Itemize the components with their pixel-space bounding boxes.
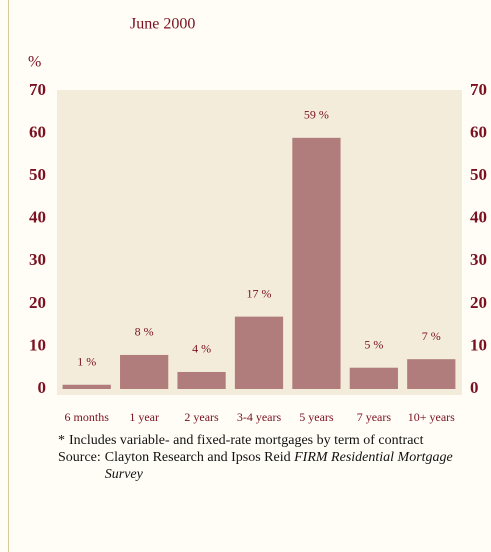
y-tick-label: 50	[29, 165, 46, 184]
x-tick-label: 1 year	[129, 410, 159, 424]
source-body: Clayton Research and Ipsos Reid FIRM Res…	[105, 449, 478, 483]
source-title: FIRM Residential Mortgage Survey	[104, 450, 453, 482]
source-text: Clayton Research and Ipsos Reid	[104, 450, 291, 465]
value-label: 59 %	[304, 108, 329, 122]
bar	[62, 384, 111, 389]
bar	[292, 137, 341, 389]
y-tick-label-right: 0	[470, 378, 479, 397]
value-label: 5 %	[364, 337, 383, 351]
x-tick-label: 6 months	[65, 410, 110, 424]
y-tick-label-right: 30	[470, 250, 487, 269]
y-tick-label: 10	[29, 335, 46, 354]
y-tick-label: 60	[29, 122, 46, 141]
bar	[407, 359, 456, 389]
value-label: 4 %	[192, 342, 211, 356]
bar	[177, 371, 226, 389]
x-tick-label: 10+ years	[408, 410, 455, 424]
y-tick-label: 0	[38, 378, 47, 397]
notes: * Includes variable- and fixed-rate mort…	[58, 432, 478, 483]
footnote-text: Includes variable- and fixed-rate mortga…	[69, 433, 424, 448]
chart-title: June 2000	[130, 16, 195, 33]
x-tick-label: 3-4 years	[237, 410, 282, 424]
y-tick-label: 40	[29, 208, 46, 227]
source: Source: Clayton Research and Ipsos Reid …	[58, 449, 478, 483]
x-tick-label: 7 years	[357, 410, 392, 424]
footnote: * Includes variable- and fixed-rate mort…	[58, 432, 478, 449]
y-tick-label-right: 10	[470, 335, 487, 354]
y-tick-label-right: 60	[470, 122, 487, 141]
y-axis-label: %	[28, 54, 41, 71]
y-tick-label-right: 40	[470, 208, 487, 227]
value-label: 7 %	[422, 329, 441, 343]
y-tick-label-right: 20	[470, 293, 487, 312]
y-tick-label-right: 50	[470, 165, 487, 184]
y-tick-label: 30	[29, 250, 46, 269]
y-tick-label: 70	[29, 80, 46, 99]
chart: June 2000 % 0 0 10 10 20 20 30 30 40 40 50 50 60 60 70…	[28, 16, 487, 424]
bar	[120, 354, 169, 389]
value-label: 8 %	[135, 325, 154, 339]
frame-line	[8, 0, 9, 552]
y-tick-label: 20	[29, 293, 46, 312]
value-label: 1 %	[77, 354, 96, 368]
bar	[349, 367, 398, 389]
footnote-marker: *	[58, 433, 65, 448]
bar	[234, 316, 284, 389]
x-tick-label: 2 years	[184, 410, 219, 424]
x-tick-label: 5 years	[299, 410, 334, 424]
source-label: Source:	[58, 450, 101, 465]
y-tick-label-right: 70	[470, 80, 487, 99]
value-label: 17 %	[247, 286, 272, 300]
